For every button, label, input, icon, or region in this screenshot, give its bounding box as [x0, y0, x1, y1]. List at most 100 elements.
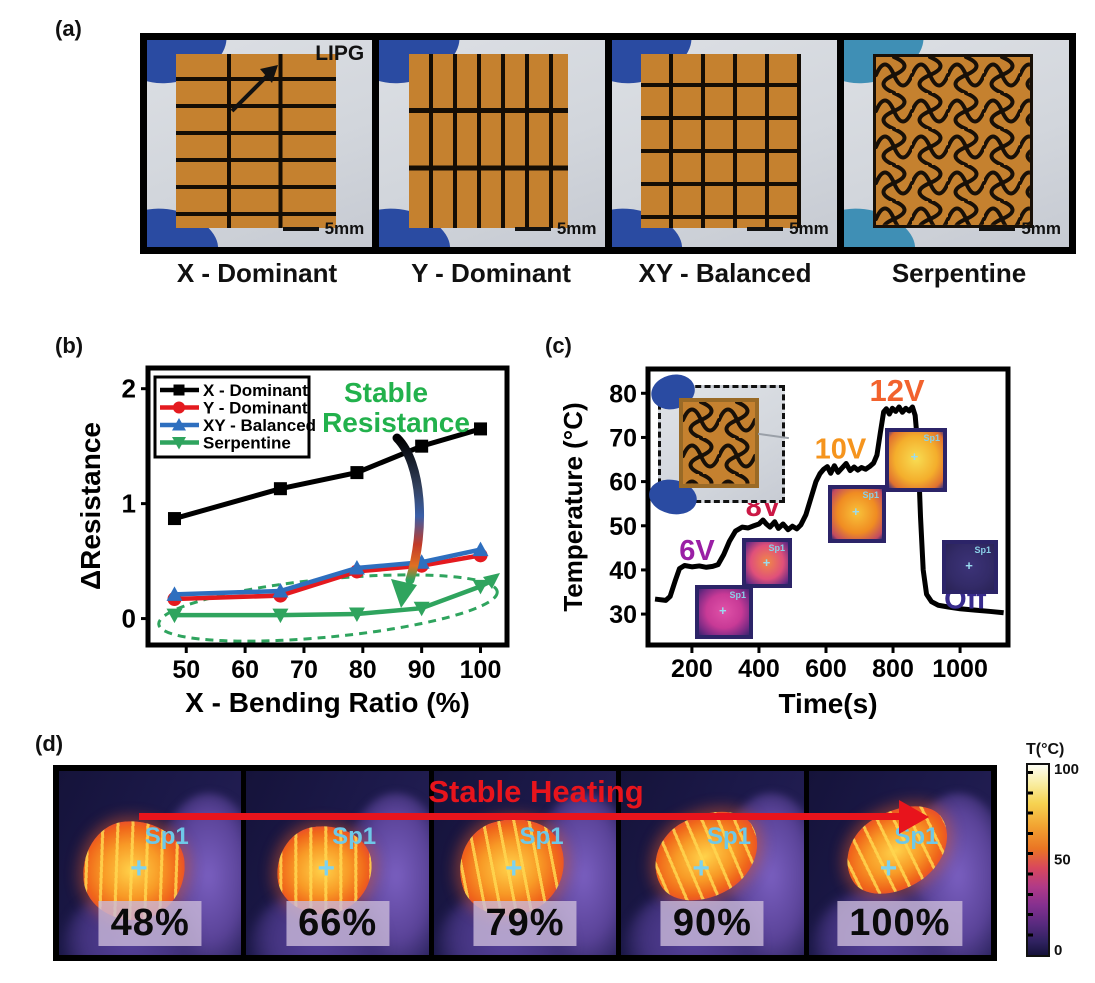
stable-heating-arrow-line	[139, 813, 899, 820]
transition-arrowhead	[391, 579, 417, 608]
x-axis-label: Time(s)	[778, 688, 877, 719]
spot-label: Sp1	[862, 490, 879, 500]
legend-label: Serpentine	[203, 434, 291, 453]
panel-d-thermal-strip: Sp1 + 48% Sp1 + 66% Sp1 + 79% Sp1 + 90%	[53, 765, 997, 961]
y-tick-label: 1	[122, 489, 136, 519]
serpentine-sample	[873, 54, 1033, 229]
x-tick-label: 800	[872, 655, 914, 683]
plot-frame	[145, 365, 510, 648]
caption-serpentine: Serpentine	[891, 258, 1027, 288]
scale-bar: 5mm	[747, 219, 829, 239]
series-line-XY - Balanced	[174, 547, 481, 597]
voltage-label-12V: 12V	[869, 373, 924, 408]
caption-y-dominant: Y - Dominant	[411, 258, 571, 288]
legend-label: X - Dominant	[203, 381, 308, 400]
x-tick-label: 60	[231, 656, 259, 684]
panel-a-label: (a)	[55, 16, 82, 41]
y-tick-label: 30	[609, 601, 637, 629]
y-tick-label: 2	[122, 374, 136, 404]
y-dominant-sample	[408, 54, 569, 229]
colorbar-ticks	[1028, 771, 1033, 949]
spot-cross-icon: +	[504, 851, 523, 885]
x-tick-label: 80	[349, 656, 377, 684]
scale-bar-line	[979, 227, 1016, 231]
marker-triangle-down	[348, 607, 365, 622]
caption-xy-balanced: XY - Balanced	[638, 258, 812, 288]
spot-cross-icon: +	[719, 602, 727, 618]
marker-square	[350, 466, 364, 480]
stable-resistance-annotation: Resistance	[322, 407, 470, 438]
bending-percent-badge: 90%	[660, 901, 764, 946]
scale-bar: 5mm	[979, 219, 1061, 239]
panel-b-label: (b)	[55, 333, 84, 358]
serpentine-inset-sample	[679, 398, 759, 488]
x-tick-label: 400	[738, 655, 780, 683]
marker-triangle-up	[272, 582, 289, 598]
marker-square	[173, 384, 185, 396]
y-axis-label: Temperature (°C)	[558, 402, 588, 611]
scale-bar-line	[747, 227, 784, 231]
spot-label: Sp1	[706, 822, 751, 850]
colorbar-tick-label: 100	[1054, 761, 1080, 778]
thermal-inset-8v: Sp1 +	[742, 538, 792, 588]
scale-bar-line	[514, 227, 551, 231]
spot-cross-icon: +	[130, 851, 148, 885]
y-axis-label: ΔResistance	[75, 422, 106, 590]
scale-bar-label: 5mm	[324, 219, 365, 238]
stable-resistance-annotation: Stable	[344, 377, 428, 408]
bending-resistance-chart: 0 1 2 50 60 70 80 90 100 X - Bending Ratio (%) ΔRe…	[75, 365, 510, 718]
lipg-arrow-icon	[230, 64, 278, 113]
marker-square	[273, 482, 287, 496]
y-tick-label: 0	[122, 604, 136, 634]
serpentine-device-inset-photo	[645, 369, 790, 519]
thermal-frame-79: Sp1 + 79%	[433, 771, 617, 955]
stable-heating-label: Stable Heating	[428, 774, 644, 809]
x-tick-label: 90	[408, 656, 436, 684]
spot-cross-icon: +	[692, 851, 710, 885]
serpentine-pattern	[876, 57, 1030, 226]
scale-bar-label: 5mm	[789, 219, 829, 238]
spot-cross-icon: +	[762, 554, 771, 570]
temperature-colorbar: T(°C) 100 50 0	[1026, 741, 1092, 959]
serpentine-pattern	[683, 402, 755, 484]
x-tick-label: 70	[290, 656, 318, 684]
plot-frame	[645, 366, 1011, 648]
panel-d-label: (d)	[35, 731, 64, 756]
thermal-inset-12v: Sp1 +	[885, 428, 947, 492]
stable-region-ellipse	[157, 573, 499, 643]
photo-x-dominant: LIPG 5mm	[147, 40, 373, 247]
photo-serpentine: 5mm	[843, 40, 1069, 247]
spot-label: Sp1	[923, 433, 940, 443]
scale-bar-label: 5mm	[556, 219, 597, 238]
legend-label: XY - Balanced	[203, 416, 316, 435]
spot-label: Sp1	[974, 545, 991, 555]
marker-triangle-up	[472, 541, 489, 557]
thermal-frame-66: Sp1 + 66%	[246, 771, 429, 955]
scale-bar-label: 5mm	[1021, 219, 1061, 238]
thermal-frame-90: Sp1 + 90%	[621, 771, 804, 955]
marker-triangle-down	[472, 579, 489, 595]
panel-a-photo-strip: LIPG 5mm 5mm 5mm	[140, 33, 1076, 254]
serpentine-end-arrowhead	[483, 573, 500, 589]
y-tick-label: 60	[609, 469, 637, 497]
xy-balanced-sample	[640, 54, 801, 229]
bending-percent-badge: 79%	[473, 901, 577, 946]
y-tick-label: 40	[609, 557, 637, 585]
spot-cross-icon: +	[965, 557, 973, 573]
temperature-curve	[654, 404, 1004, 616]
voltage-label-10V: 10V	[815, 433, 867, 465]
colorbar-gradient: 100 50 0	[1026, 761, 1079, 959]
bending-percent-badge: 48%	[98, 901, 202, 946]
marker-triangle-down	[272, 608, 289, 624]
scale-bar: 5mm	[514, 219, 597, 239]
y-tick-label: 80	[609, 380, 637, 408]
stable-heating-arrowhead-icon	[899, 800, 929, 834]
marker-triangle-up	[172, 418, 186, 431]
x-tick-label: 100	[460, 656, 502, 684]
thermal-inset-6v: Sp1 +	[695, 585, 753, 639]
caption-x-dominant: X - Dominant	[176, 258, 338, 288]
panel-c-label: (c)	[545, 333, 572, 358]
spot-label: Sp1	[768, 543, 785, 553]
x-tick-label: 600	[805, 655, 847, 683]
